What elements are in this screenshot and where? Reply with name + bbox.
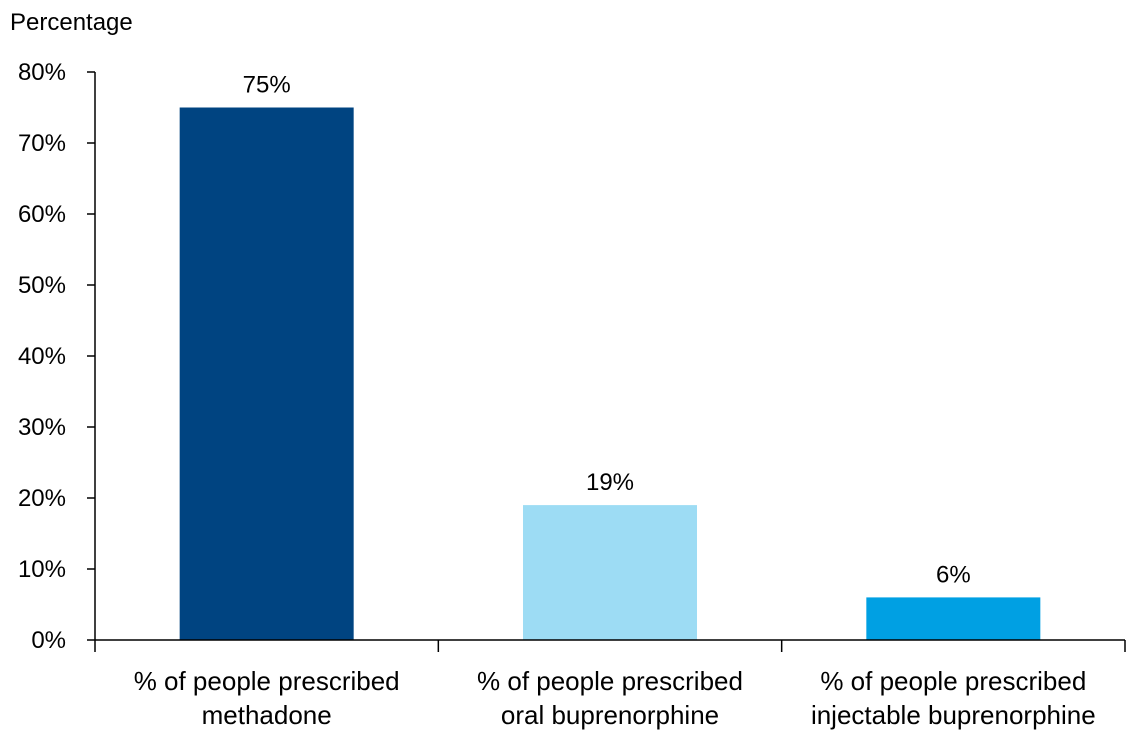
x-category-label: % of people prescribed	[820, 666, 1086, 696]
bar	[179, 107, 354, 640]
y-tick-label: 20%	[18, 485, 66, 512]
bar-data-label: 19%	[586, 469, 634, 496]
bar	[866, 597, 1041, 640]
bar	[523, 505, 697, 640]
y-tick-label: 60%	[18, 201, 66, 228]
data-labels-group: 75% 19% 6%	[243, 72, 971, 589]
y-tick-label: 80%	[18, 59, 66, 86]
category-labels-group: % of people prescribed methadone % of peop…	[134, 666, 1096, 730]
x-category-label: oral buprenorphine	[501, 700, 719, 730]
y-tick-label: 70%	[18, 130, 66, 157]
bars-group	[179, 107, 1041, 640]
x-category-label: methadone	[202, 700, 332, 730]
y-axis-ticks: 0% 10% 20% 30% 40% 50% 60% 70% 80%	[18, 59, 95, 654]
x-axis	[94, 72, 1126, 652]
y-tick-label: 40%	[18, 343, 66, 370]
bar-data-label: 75%	[243, 72, 291, 99]
x-category-label: % of people prescribed	[477, 666, 743, 696]
y-tick-label: 10%	[18, 556, 66, 583]
x-category-label: injectable buprenorphine	[811, 700, 1096, 730]
bar-data-label: 6%	[936, 561, 971, 588]
y-tick-label: 30%	[18, 414, 66, 441]
x-category-label: % of people prescribed	[134, 666, 400, 696]
y-tick-label: 50%	[18, 272, 66, 299]
y-axis-title: Percentage	[10, 9, 133, 36]
y-tick-label: 0%	[31, 627, 66, 654]
